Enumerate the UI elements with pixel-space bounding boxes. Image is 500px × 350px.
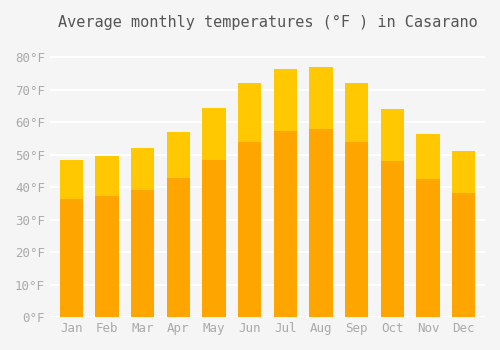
Bar: [452, 152, 475, 193]
Bar: [60, 160, 83, 199]
Title: Average monthly temperatures (°F ) in Casarano: Average monthly temperatures (°F ) in Ca…: [58, 15, 478, 30]
Bar: [345, 83, 368, 317]
Bar: [131, 148, 154, 190]
Bar: [202, 107, 226, 160]
Bar: [345, 83, 368, 142]
Bar: [238, 83, 261, 142]
Bar: [416, 133, 440, 180]
Bar: [452, 152, 475, 317]
Bar: [202, 107, 226, 317]
Bar: [131, 148, 154, 317]
Bar: [238, 83, 261, 317]
Bar: [166, 132, 190, 178]
Bar: [380, 109, 404, 317]
Bar: [310, 67, 332, 317]
Bar: [96, 156, 118, 196]
Bar: [274, 69, 297, 317]
Bar: [96, 156, 118, 317]
Bar: [416, 133, 440, 317]
Bar: [166, 132, 190, 317]
Bar: [274, 69, 297, 131]
Bar: [60, 160, 83, 317]
Bar: [380, 109, 404, 161]
Bar: [310, 67, 332, 130]
